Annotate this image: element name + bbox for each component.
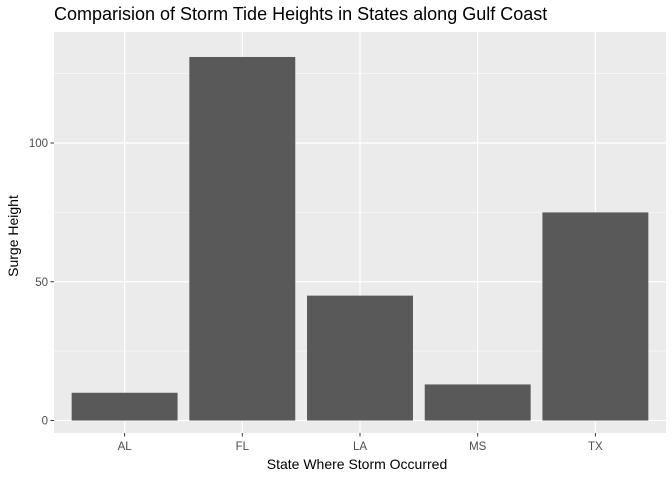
bar-fl [189,56,296,421]
y-tick-label: 100 [29,138,48,150]
y-axis-title: Surge Height [5,195,21,277]
y-tick-label: 50 [35,277,48,289]
bar-ms [424,384,531,421]
x-tick-label-ms: MS [469,441,487,453]
bar-la [307,295,413,421]
x-tick-label-la: LA [353,441,367,453]
bar-tx [542,212,649,421]
bar-al [71,392,178,421]
x-tick-label-tx: TX [588,441,603,453]
x-axis-title: State Where Storm Occurred [267,456,448,472]
x-tick-label-fl: FL [236,441,250,453]
x-tick-label-al: AL [118,441,133,453]
chart-title: Comparision of Storm Tide Heights in Sta… [54,4,547,24]
y-tick-label: 0 [42,416,48,428]
